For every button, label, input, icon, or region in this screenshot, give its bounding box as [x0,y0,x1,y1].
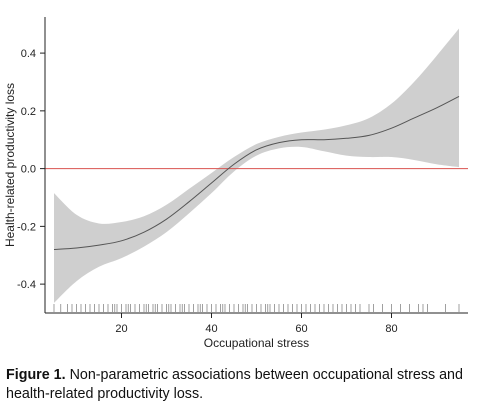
y-tick-label: 0.4 [21,48,36,60]
y-tick-label: -0.4 [17,279,36,291]
figure-caption: Figure 1. Non-parametric associations be… [6,366,472,404]
y-tick-label: 0.2 [21,106,36,118]
x-tick-label: 20 [115,323,127,335]
chart: 20 40 60 80 0.4 0.2 0.0 -0.2 -0.4 Occupational … [3,17,468,350]
rug-marks [53,304,460,312]
x-tick-labels: 20 40 60 80 [115,323,397,335]
figure-caption-text: Non-parametric associations between occu… [6,367,463,402]
x-axis-label: Occupational stress [204,336,309,350]
figure-caption-label: Figure 1. [6,367,66,383]
y-tick-label: -0.2 [17,221,36,233]
y-tick-labels: 0.4 0.2 0.0 -0.2 -0.4 [17,48,36,291]
axes [40,17,468,318]
y-axis-label: Health-related productivity loss [3,83,17,247]
confidence-band [54,28,459,303]
x-tick-label: 80 [385,323,397,335]
fitted-curve [53,95,460,250]
x-tick-label: 40 [205,323,217,335]
x-tick-label: 60 [295,323,307,335]
y-tick-label: 0.0 [21,164,36,176]
